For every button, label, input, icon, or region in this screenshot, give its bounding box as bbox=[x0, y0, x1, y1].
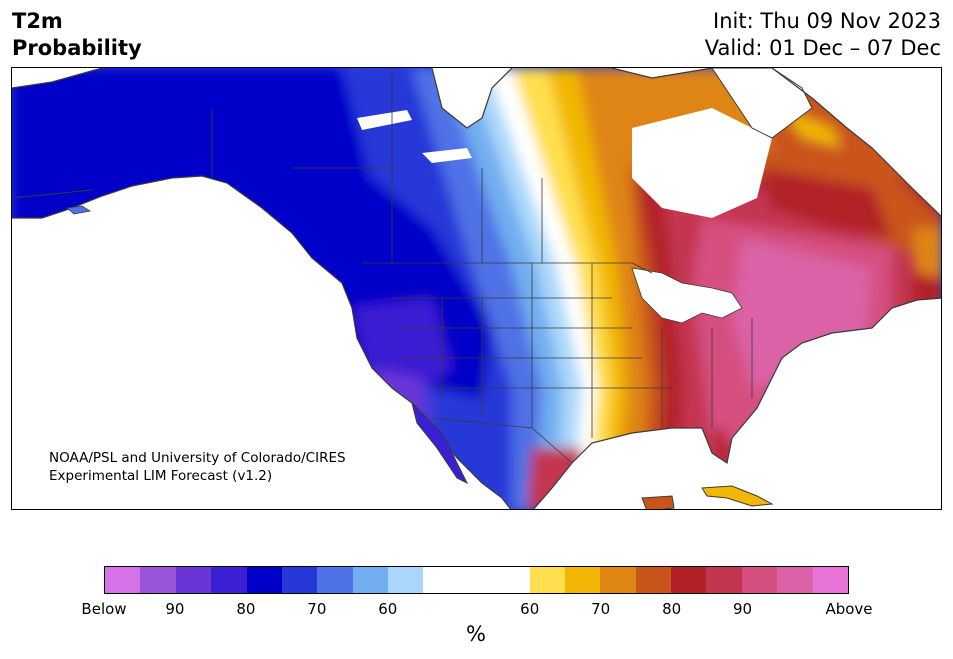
map-panel bbox=[11, 67, 942, 510]
legend-tick-label: 90 bbox=[165, 600, 185, 618]
legend-swatch-above-8 bbox=[812, 567, 848, 593]
credit-line-2: Experimental LIM Forecast (v1.2) bbox=[49, 468, 273, 484]
legend-swatch-below-4 bbox=[246, 567, 282, 593]
legend-swatch-above-2 bbox=[600, 567, 636, 593]
valid-date: Valid: 01 Dec – 07 Dec bbox=[704, 36, 941, 60]
legend-swatch-below-1 bbox=[140, 567, 176, 593]
legend-swatch-below-6 bbox=[317, 567, 353, 593]
legend-swatch-below-7 bbox=[352, 567, 388, 593]
political-boundaries bbox=[211, 68, 753, 464]
legend-swatch-above-1 bbox=[564, 567, 601, 593]
legend-swatch-below-5 bbox=[281, 567, 318, 593]
legend-tick-label: 80 bbox=[662, 600, 682, 618]
legend-swatch-below-8 bbox=[388, 567, 424, 593]
legend-tick-label: 70 bbox=[591, 600, 611, 618]
map-title: T2m Probability bbox=[12, 8, 142, 62]
legend-swatch-above-6 bbox=[741, 567, 778, 593]
legend-swatch-below-2 bbox=[175, 567, 212, 593]
legend-swatch-above-0 bbox=[529, 567, 565, 593]
legend-swatch-above-7 bbox=[777, 567, 813, 593]
legend-tick-label: 80 bbox=[236, 600, 256, 618]
color-legend-unit: % bbox=[466, 622, 486, 646]
legend-swatch-above-3 bbox=[635, 567, 672, 593]
init-date: Init: Thu 09 Nov 2023 bbox=[713, 9, 941, 33]
legend-swatch-below-0 bbox=[105, 567, 141, 593]
color-legend-bar bbox=[104, 566, 849, 594]
probability-field bbox=[12, 68, 941, 509]
legend-swatch-above-5 bbox=[706, 567, 742, 593]
credit-line-1: NOAA/PSL and University of Colorado/CIRE… bbox=[49, 450, 346, 466]
forecast-dates: Init: Thu 09 Nov 2023 Valid: 01 Dec – 07… bbox=[705, 8, 941, 62]
probability-map bbox=[12, 68, 941, 509]
legend-tick-label: Above bbox=[825, 600, 873, 618]
title-variable: T2m bbox=[12, 9, 63, 33]
legend-swatch-above-4 bbox=[671, 567, 707, 593]
legend-tick-label: 90 bbox=[733, 600, 753, 618]
legend-swatch-below-3 bbox=[211, 567, 247, 593]
legend-swatch-neutral bbox=[423, 567, 530, 593]
legend-tick-label: 70 bbox=[307, 600, 327, 618]
legend-tick-label: Below bbox=[81, 600, 127, 618]
legend-tick-label: 60 bbox=[520, 600, 540, 618]
legend-tick-label: 60 bbox=[378, 600, 398, 618]
data-credit: NOAA/PSL and University of Colorado/CIRE… bbox=[49, 449, 346, 485]
title-product: Probability bbox=[12, 36, 142, 60]
